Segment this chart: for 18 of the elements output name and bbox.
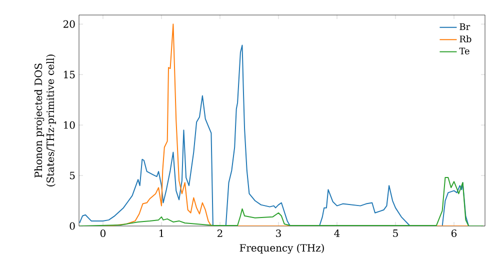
- y-axis-title: Phonon projected DOS (States/THz·primitive cell): [34, 54, 56, 186]
- y-tick-label: 10: [64, 121, 75, 129]
- legend-label: Rb: [460, 35, 472, 42]
- x-tick-label: 0: [100, 230, 106, 238]
- y-tick-label: 15: [64, 70, 75, 78]
- x-tick-label: 2: [217, 230, 222, 237]
- x-tick-label: 3: [276, 230, 281, 238]
- x-tick-label: 4: [334, 230, 340, 237]
- y-tick-label: 20: [63, 20, 75, 28]
- y-tick-label: 0: [70, 222, 75, 230]
- y-tick-label: 5: [70, 172, 75, 180]
- legend-label: Br: [460, 23, 470, 30]
- legend-label: Te: [459, 48, 470, 54]
- x-tick-label: 5: [393, 230, 398, 237]
- line-series: [79, 177, 484, 226]
- x-axis-title: Frequency (THz): [240, 244, 324, 254]
- x-tick-label: 6: [452, 230, 457, 238]
- x-tick-label: 1: [160, 230, 164, 237]
